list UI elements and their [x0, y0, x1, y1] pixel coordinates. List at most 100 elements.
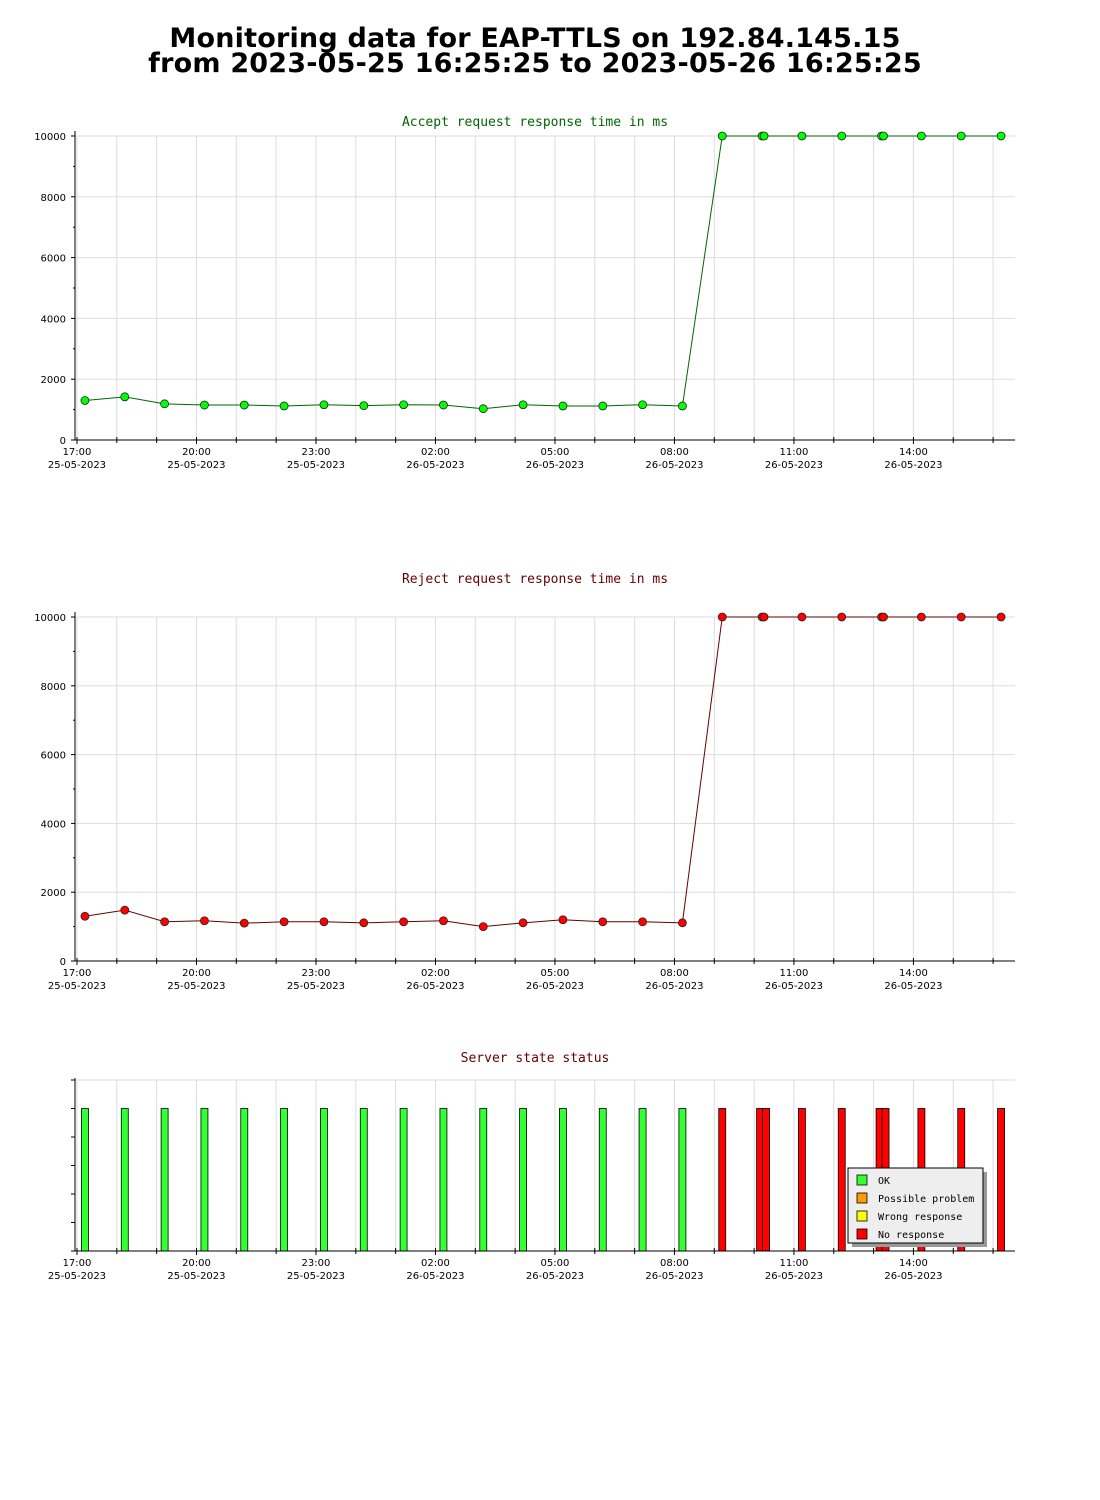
data-point [996, 612, 1006, 622]
y-tick-label: 0 [60, 436, 66, 447]
status-bar [160, 1108, 169, 1252]
data-point [120, 392, 130, 402]
y-tick-label: 8000 [41, 682, 66, 693]
data-point [916, 612, 926, 622]
x-tick-date: 26-05-2023 [526, 460, 584, 471]
x-tick-date: 26-05-2023 [645, 460, 703, 471]
x-tick-time: 14:00 [899, 447, 928, 458]
data-point [638, 400, 647, 410]
x-tick-date: 26-05-2023 [645, 981, 703, 992]
x-tick-time: 02:00 [421, 1258, 450, 1269]
y-tick-label: 6000 [41, 254, 66, 265]
x-tick-time: 20:00 [182, 447, 211, 458]
x-tick-time: 23:00 [302, 968, 331, 979]
status-bar [519, 1108, 527, 1252]
data-point [558, 915, 568, 925]
status-bar [798, 1108, 806, 1252]
x-tick-date: 25-05-2023 [167, 981, 225, 992]
x-tick-time: 20:00 [182, 968, 211, 979]
status-bar [320, 1108, 328, 1252]
y-tick-label: 8000 [41, 193, 66, 204]
legend-label-ok: OK [878, 1176, 890, 1187]
x-tick-time: 14:00 [899, 968, 928, 979]
data-point [916, 131, 926, 141]
x-tick-date: 26-05-2023 [406, 1271, 464, 1282]
x-tick-time: 14:00 [899, 1258, 928, 1269]
data-point [200, 400, 209, 410]
x-tick-date: 26-05-2023 [884, 981, 942, 992]
x-tick-time: 11:00 [780, 1258, 809, 1269]
legend-label-no_response: No response [878, 1230, 944, 1241]
data-point [160, 399, 170, 409]
status-bar [997, 1108, 1005, 1252]
chart-title: Server state status [461, 1051, 610, 1066]
chart-title: Reject request response time in ms [402, 572, 668, 587]
status-bar [678, 1108, 687, 1252]
x-tick-time: 11:00 [780, 447, 809, 458]
x-tick-date: 26-05-2023 [765, 460, 823, 471]
legend-label-possible_problem: Possible problem [878, 1194, 974, 1205]
x-tick-date: 25-05-2023 [48, 460, 106, 471]
x-tick-date: 26-05-2023 [765, 981, 823, 992]
data-point [80, 911, 90, 921]
x-tick-time: 05:00 [541, 1258, 570, 1269]
data-point [319, 400, 329, 410]
x-tick-date: 25-05-2023 [287, 460, 345, 471]
x-tick-time: 23:00 [302, 447, 331, 458]
status-bar [240, 1108, 249, 1252]
status-bar [479, 1108, 488, 1252]
page-title-line-1: Monitoring data for EAP-TTLS on 192.84.1… [169, 23, 901, 54]
data-point [956, 612, 966, 622]
data-point [956, 131, 966, 141]
status-bar [638, 1108, 647, 1252]
server-state-status-chart: Server state status 17:00 25-05-2023 20:00 2… [48, 1051, 1015, 1282]
x-tick-time: 08:00 [660, 968, 689, 979]
x-tick-date: 25-05-2023 [287, 981, 345, 992]
x-tick-time: 17:00 [63, 968, 92, 979]
x-tick-time: 05:00 [541, 968, 570, 979]
status-bar [439, 1108, 448, 1252]
status-legend: OK Possible problem Wrong response No respo… [847, 1167, 987, 1247]
data-point [439, 916, 448, 926]
data-point [439, 400, 448, 410]
status-bar [762, 1108, 770, 1252]
chart-title: Accept request response time in ms [402, 115, 668, 130]
data-point [399, 917, 409, 927]
data-point [359, 918, 369, 928]
data-point [638, 917, 647, 927]
data-point [678, 918, 687, 928]
status-bar [399, 1108, 408, 1252]
status-bar [81, 1108, 89, 1252]
data-point [200, 916, 209, 926]
data-point [678, 401, 687, 411]
x-tick-time: 23:00 [302, 1258, 331, 1269]
data-point [837, 131, 847, 141]
y-tick-label: 2000 [41, 888, 66, 899]
data-point [279, 401, 289, 411]
status-bar [837, 1108, 846, 1252]
data-point [996, 131, 1006, 141]
data-point [399, 400, 409, 410]
data-point [478, 404, 488, 414]
legend-swatch-possible_problem [856, 1192, 868, 1204]
x-tick-time: 17:00 [63, 1258, 92, 1269]
data-point [759, 612, 769, 622]
data-point [797, 612, 807, 622]
status-bar [120, 1108, 129, 1252]
x-tick-date: 25-05-2023 [287, 1271, 345, 1282]
status-bar [718, 1108, 727, 1252]
x-tick-date: 25-05-2023 [48, 981, 106, 992]
status-bar [200, 1108, 209, 1252]
data-point [879, 612, 888, 622]
x-tick-date: 26-05-2023 [406, 981, 464, 992]
x-tick-date: 26-05-2023 [765, 1271, 823, 1282]
reject-response-time-chart: Reject request response time in ms 0 2000 4… [34, 572, 1015, 992]
data-point [518, 400, 528, 410]
x-tick-date: 26-05-2023 [526, 981, 584, 992]
legend-swatch-wrong_response [856, 1210, 868, 1222]
data-point [279, 917, 289, 927]
series-line [84, 616, 1002, 928]
status-bar [359, 1108, 368, 1252]
x-tick-date: 26-05-2023 [526, 1271, 584, 1282]
legend-swatch-ok [856, 1174, 868, 1186]
